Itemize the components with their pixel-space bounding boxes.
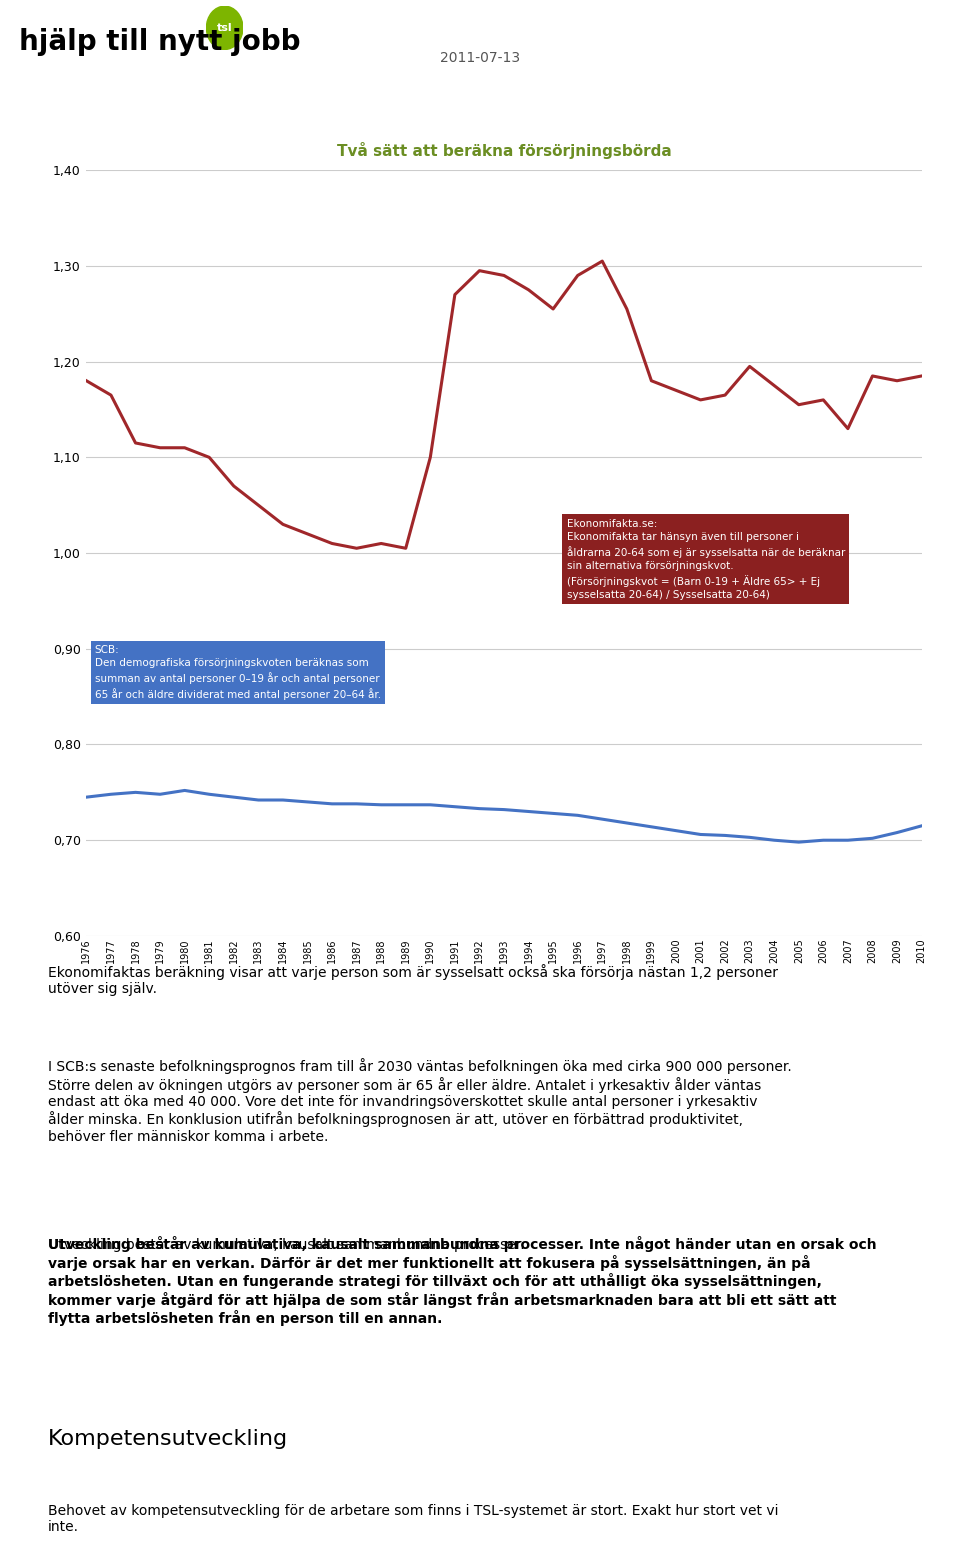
Title: Två sätt att beräkna försörjningsbörda: Två sätt att beräkna försörjningsbörda — [337, 142, 671, 159]
Text: 2011-07-13: 2011-07-13 — [440, 51, 520, 65]
Text: Ekonomifaktas beräkning visar att varje person som är sysselsatt också ska försö: Ekonomifaktas beräkning visar att varje … — [48, 964, 778, 996]
Text: Utveckling består av kumulativa, kausalt sammanbundna processer. Inte något händ: Utveckling består av kumulativa, kausalt… — [48, 1236, 876, 1326]
Text: hjälp till nytt jobb: hjälp till nytt jobb — [19, 28, 300, 56]
Circle shape — [206, 6, 243, 50]
Text: Behovet av kompetensutveckling för de arbetare som finns i TSL-systemet är stort: Behovet av kompetensutveckling för de ar… — [48, 1504, 779, 1535]
Text: SCB:
Den demografiska försörjningskvoten beräknas som
summan av antal personer 0: SCB: Den demografiska försörjningskvoten… — [95, 645, 381, 699]
Text: Utveckling består av kumulativa, kausalt sammanbundna processer.: Utveckling består av kumulativa, kausalt… — [48, 1236, 524, 1252]
Text: I SCB:s senaste befolkningsprognos fram till år 2030 väntas befolkningen öka med: I SCB:s senaste befolkningsprognos fram … — [48, 1058, 792, 1143]
Text: tsl: tsl — [217, 23, 232, 32]
Text: Ekonomifakta.se:
Ekonomifakta tar hänsyn även till personer i
åldrarna 20-64 som: Ekonomifakta.se: Ekonomifakta tar hänsyn… — [566, 518, 845, 600]
Text: Kompetensutveckling: Kompetensutveckling — [48, 1429, 288, 1450]
